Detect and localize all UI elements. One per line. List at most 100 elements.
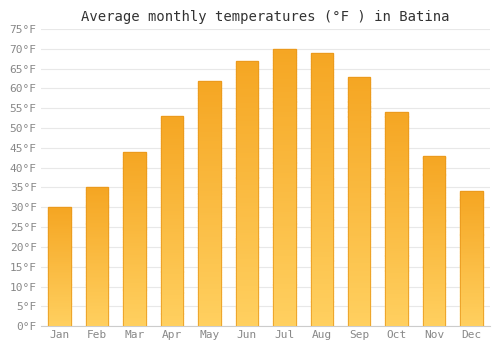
Bar <box>124 303 146 305</box>
Bar <box>310 293 333 296</box>
Bar <box>348 269 370 271</box>
Bar <box>348 284 370 286</box>
Bar <box>160 211 183 213</box>
Bar <box>86 302 108 304</box>
Bar <box>198 307 220 309</box>
Bar <box>198 211 220 213</box>
Bar <box>124 232 146 234</box>
Bar <box>198 80 220 326</box>
Bar <box>460 317 483 318</box>
Bar <box>386 119 408 121</box>
Bar <box>460 314 483 315</box>
Bar <box>310 72 333 75</box>
Bar <box>386 163 408 166</box>
Bar <box>124 218 146 220</box>
Bar <box>86 194 108 196</box>
Bar <box>124 174 146 176</box>
Bar <box>86 262 108 264</box>
Bar <box>160 160 183 162</box>
Bar <box>124 268 146 270</box>
Bar <box>48 207 71 326</box>
Bar <box>310 277 333 280</box>
Bar <box>348 264 370 266</box>
Bar <box>124 293 146 295</box>
Bar <box>460 225 483 226</box>
Bar <box>86 201 108 203</box>
Bar <box>423 185 446 187</box>
Bar <box>310 127 333 130</box>
Bar <box>124 237 146 239</box>
Bar <box>160 257 183 259</box>
Bar <box>124 251 146 253</box>
Bar <box>198 301 220 304</box>
Bar <box>48 224 71 225</box>
Bar <box>86 256 108 257</box>
Bar <box>198 194 220 196</box>
Bar <box>348 274 370 276</box>
Bar <box>124 208 146 209</box>
Bar <box>348 314 370 316</box>
Bar <box>460 230 483 232</box>
Bar <box>86 278 108 279</box>
Bar <box>124 305 146 307</box>
Bar <box>423 263 446 265</box>
Bar <box>48 246 71 248</box>
Bar <box>48 287 71 288</box>
Bar <box>423 273 446 275</box>
Bar <box>310 165 333 168</box>
Bar <box>348 109 370 112</box>
Bar <box>273 51 295 54</box>
Bar <box>236 122 258 125</box>
Bar <box>198 284 220 287</box>
Bar <box>310 154 333 157</box>
Bar <box>124 254 146 257</box>
Bar <box>386 228 408 230</box>
Bar <box>124 204 146 206</box>
Bar <box>460 283 483 284</box>
Bar <box>460 244 483 245</box>
Bar <box>460 252 483 253</box>
Bar <box>236 260 258 262</box>
Bar <box>310 313 333 315</box>
Bar <box>386 232 408 234</box>
Bar <box>160 156 183 158</box>
Bar <box>160 135 183 137</box>
Bar <box>236 236 258 239</box>
Bar <box>124 324 146 326</box>
Bar <box>160 118 183 120</box>
Bar <box>310 146 333 148</box>
Bar <box>386 112 408 326</box>
Bar <box>124 310 146 312</box>
Bar <box>86 233 108 235</box>
Bar <box>386 172 408 174</box>
Bar <box>236 188 258 191</box>
Bar <box>348 124 370 126</box>
Bar <box>460 299 483 301</box>
Bar <box>160 253 183 255</box>
Bar <box>86 290 108 292</box>
Bar <box>348 256 370 259</box>
Bar <box>236 79 258 82</box>
Bar <box>236 127 258 130</box>
Bar <box>48 320 71 321</box>
Bar <box>124 261 146 263</box>
Bar <box>236 204 258 207</box>
Bar <box>48 248 71 249</box>
Bar <box>310 304 333 307</box>
Bar <box>348 301 370 304</box>
Bar <box>460 208 483 209</box>
Bar <box>460 268 483 270</box>
Bar <box>273 85 295 88</box>
Bar <box>86 203 108 204</box>
Bar <box>48 229 71 230</box>
Bar <box>310 209 333 211</box>
Bar <box>386 209 408 211</box>
Bar <box>273 210 295 212</box>
Bar <box>198 152 220 154</box>
Bar <box>198 225 220 228</box>
Bar <box>460 195 483 197</box>
Bar <box>273 116 295 118</box>
Bar <box>124 281 146 282</box>
Bar <box>160 251 183 253</box>
Bar <box>423 299 446 301</box>
